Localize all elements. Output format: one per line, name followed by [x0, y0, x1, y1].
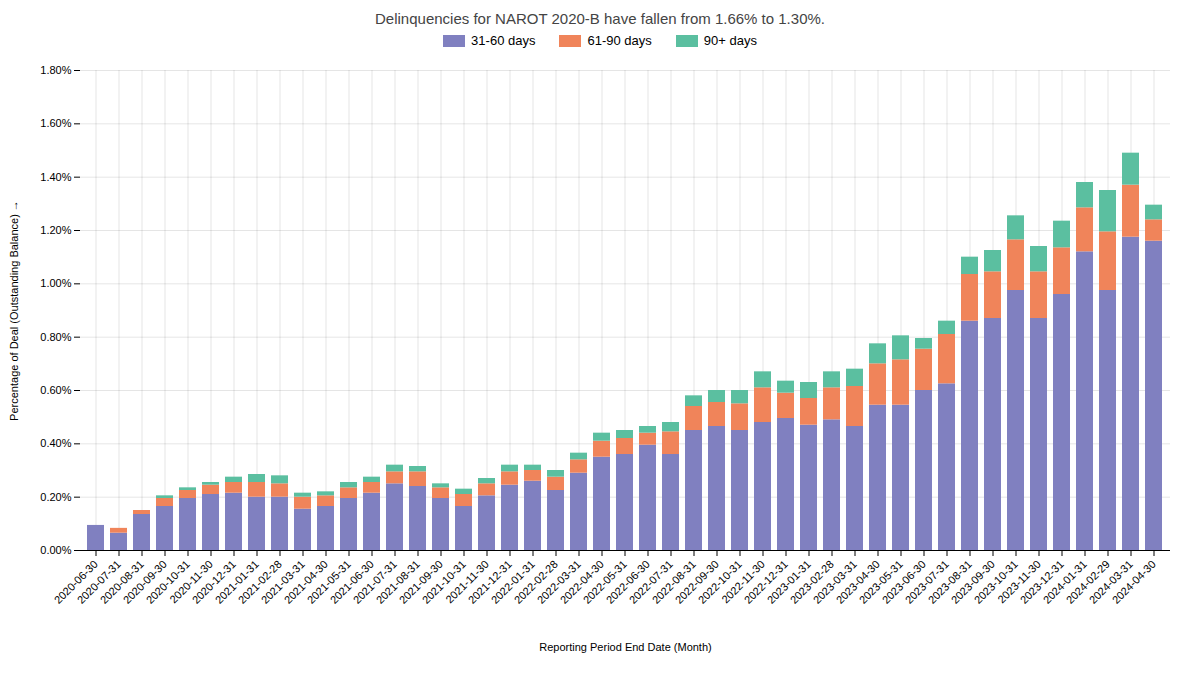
- svg-text:2022-10-31: 2022-10-31: [695, 557, 744, 606]
- svg-text:2021-10-31: 2021-10-31: [419, 557, 468, 606]
- svg-text:2024-03-31: 2024-03-31: [1086, 557, 1135, 606]
- svg-text:1.20%: 1.20%: [40, 224, 71, 236]
- svg-text:1.60%: 1.60%: [40, 117, 71, 129]
- svg-text:2022-03-31: 2022-03-31: [534, 557, 583, 606]
- svg-text:2024-01-31: 2024-01-31: [1040, 557, 1089, 606]
- svg-text:2023-03-31: 2023-03-31: [810, 557, 859, 606]
- svg-text:Percentage of Deal (Outstandin: Percentage of Deal (Outstanding Balance)…: [8, 200, 20, 421]
- svg-text:2024-02-29: 2024-02-29: [1063, 557, 1112, 606]
- svg-text:2023-09-30: 2023-09-30: [948, 557, 997, 606]
- svg-text:2021-12-31: 2021-12-31: [465, 557, 514, 606]
- svg-text:2022-05-31: 2022-05-31: [580, 557, 629, 606]
- svg-text:0.00%: 0.00%: [40, 544, 71, 556]
- svg-text:2021-06-30: 2021-06-30: [327, 557, 376, 606]
- svg-text:2020-06-30: 2020-06-30: [51, 557, 100, 606]
- html-text:31-60 days: 31-60 days: [471, 33, 536, 48]
- svg-text:2023-05-31: 2023-05-31: [856, 557, 905, 606]
- svg-text:0.60%: 0.60%: [40, 384, 71, 396]
- svg-text:2023-01-31: 2023-01-31: [764, 557, 813, 606]
- svg-text:2021-02-28: 2021-02-28: [235, 557, 284, 606]
- svg-text:2020-08-31: 2020-08-31: [97, 557, 146, 606]
- svg-text:2023-07-31: 2023-07-31: [902, 557, 951, 606]
- svg-text:2022-12-31: 2022-12-31: [741, 557, 790, 606]
- svg-text:2023-02-28: 2023-02-28: [787, 557, 836, 606]
- svg-text:2020-10-31: 2020-10-31: [143, 557, 192, 606]
- svg-text:2021-04-30: 2021-04-30: [281, 557, 330, 606]
- svg-text:2020-09-30: 2020-09-30: [120, 557, 169, 606]
- svg-text:1.80%: 1.80%: [40, 64, 71, 76]
- svg-text:2023-10-31: 2023-10-31: [971, 557, 1020, 606]
- svg-text:2020-11-30: 2020-11-30: [167, 557, 215, 606]
- svg-text:2022-08-31: 2022-08-31: [649, 557, 698, 606]
- svg-text:Reporting Period End Date (Mon: Reporting Period End Date (Month): [539, 641, 711, 653]
- svg-text:1.00%: 1.00%: [40, 277, 71, 289]
- svg-text:2023-04-30: 2023-04-30: [833, 557, 882, 606]
- svg-text:2023-11-30: 2023-11-30: [995, 557, 1043, 606]
- html-text:90+ days: 90+ days: [703, 33, 757, 48]
- svg-text:0.80%: 0.80%: [40, 331, 71, 343]
- svg-text:2022-11-30: 2022-11-30: [719, 557, 767, 606]
- svg-text:2021-05-31: 2021-05-31: [304, 557, 353, 606]
- svg-text:2020-12-31: 2020-12-31: [189, 557, 238, 606]
- svg-text:2022-06-30: 2022-06-30: [603, 557, 652, 606]
- svg-text:1.40%: 1.40%: [40, 171, 71, 183]
- svg-text:2022-09-30: 2022-09-30: [672, 557, 721, 606]
- svg-text:2024-04-30: 2024-04-30: [1110, 558, 1158, 606]
- svg-text:2022-01-31: 2022-01-31: [488, 557, 537, 606]
- svg-text:2021-07-31: 2021-07-31: [350, 557, 399, 606]
- svg-text:2022-02-28: 2022-02-28: [511, 557, 560, 606]
- svg-text:2021-03-31: 2021-03-31: [258, 557, 307, 606]
- svg-text:2020-07-31: 2020-07-31: [74, 557, 123, 606]
- svg-text:0.40%: 0.40%: [40, 437, 71, 449]
- svg-text:2023-12-31: 2023-12-31: [1017, 557, 1066, 606]
- svg-text:0.20%: 0.20%: [40, 491, 71, 503]
- svg-text:2022-07-31: 2022-07-31: [626, 557, 675, 606]
- svg-text:2021-09-30: 2021-09-30: [396, 557, 445, 606]
- svg-text:2021-08-31: 2021-08-31: [373, 557, 422, 606]
- svg-text:2021-01-31: 2021-01-31: [212, 557, 261, 606]
- html-text:61-90 days: 61-90 days: [587, 33, 652, 48]
- svg-text:2023-06-30: 2023-06-30: [879, 557, 928, 606]
- html-text:Delinquencies for NAROT 2020-B: Delinquencies for NAROT 2020-B have fall…: [375, 10, 825, 27]
- svg-text:2023-08-31: 2023-08-31: [925, 557, 974, 606]
- svg-text:2021-11-30: 2021-11-30: [443, 557, 491, 606]
- svg-text:2022-04-30: 2022-04-30: [557, 557, 606, 606]
